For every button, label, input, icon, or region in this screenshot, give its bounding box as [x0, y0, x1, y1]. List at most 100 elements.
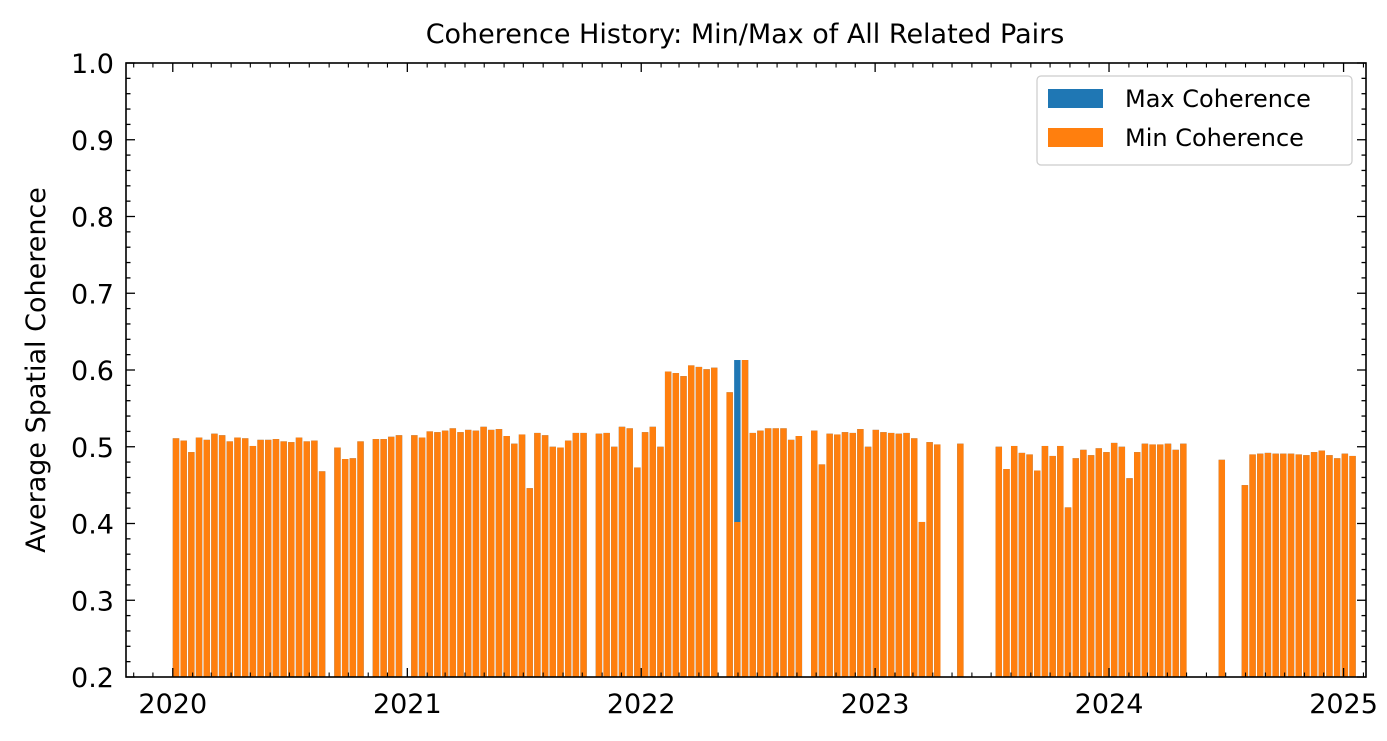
min-coherence-bar — [911, 438, 918, 677]
min-coherence-bar — [795, 436, 803, 677]
min-coherence-bar — [188, 452, 195, 677]
min-coherence-bar — [688, 365, 695, 677]
min-coherence-bar — [372, 439, 380, 677]
y-tick-labels: 0.2 0.3 0.4 0.5 0.6 0.7 0.8 0.9 1.0 — [71, 49, 114, 694]
min-coherence-bar — [826, 433, 833, 677]
min-coherence-bars — [172, 360, 1356, 678]
y-tick-label: 0.9 — [71, 126, 114, 157]
min-coherence-bar — [1264, 452, 1272, 677]
min-coherence-bar — [1072, 458, 1079, 677]
min-coherence-bar — [541, 435, 549, 677]
min-coherence-bar — [234, 437, 241, 677]
min-coherence-bar — [618, 426, 626, 677]
min-coherence-bar — [1249, 454, 1256, 677]
min-coherence-bar — [1172, 449, 1179, 677]
min-coherence-bar — [903, 432, 910, 677]
legend-label-max: Max Coherence — [1125, 85, 1311, 113]
y-tick-label: 1.0 — [71, 49, 114, 80]
min-coherence-bar — [249, 445, 257, 677]
min-coherence-bar — [772, 428, 779, 677]
min-coherence-bar — [288, 442, 295, 677]
min-coherence-bar — [1103, 452, 1110, 677]
min-coherence-bar — [503, 436, 510, 677]
min-coherence-bar — [726, 392, 733, 677]
min-coherence-bar — [1018, 452, 1026, 677]
min-coherence-bar — [564, 440, 572, 677]
min-coherence-bar — [1341, 453, 1349, 677]
min-coherence-bar — [872, 429, 879, 677]
min-coherence-bar — [557, 447, 564, 677]
min-coherence-bar — [1241, 485, 1249, 678]
min-coherence-bar — [749, 432, 756, 677]
min-coherence-bar — [457, 432, 464, 677]
legend: Max Coherence Min Coherence — [1036, 75, 1353, 166]
min-coherence-bar — [1049, 455, 1056, 677]
y-tick-label: 0.4 — [71, 510, 114, 541]
min-coherence-bar — [657, 446, 664, 677]
min-coherence-bar — [703, 369, 710, 677]
min-coherence-bar — [1126, 478, 1133, 677]
min-coherence-bar — [526, 488, 533, 677]
min-coherence-bar — [1118, 446, 1126, 677]
min-coherence-bar — [1257, 453, 1264, 677]
min-coherence-bar — [480, 426, 487, 677]
min-coherence-bar — [957, 443, 964, 677]
min-coherence-bar — [841, 432, 849, 677]
min-coherence-bar — [257, 439, 264, 677]
min-coherence-bar — [418, 437, 426, 677]
min-coherence-bar — [880, 432, 887, 677]
y-tick-label: 0.3 — [71, 586, 114, 617]
x-tick-label: 2022 — [607, 689, 676, 720]
min-coherence-bar — [1003, 469, 1010, 677]
min-coherence-bar — [849, 432, 856, 677]
min-coherence-bar — [395, 435, 403, 677]
legend-box — [1036, 75, 1353, 166]
min-coherence-bar — [495, 429, 503, 677]
min-coherence-bar — [811, 430, 818, 677]
min-coherence-bar — [1057, 445, 1064, 677]
min-coherence-bar — [349, 458, 357, 677]
min-coherence-bar — [1280, 453, 1287, 677]
min-coherence-bar — [918, 521, 926, 677]
min-coherence-bar — [295, 437, 303, 677]
min-coherence-bar — [1180, 443, 1187, 677]
min-coherence-bar — [787, 439, 795, 677]
min-coherence-bar — [218, 435, 226, 677]
min-coherence-bar — [1318, 450, 1325, 677]
min-coherence-bar — [357, 441, 364, 677]
min-coherence-bar — [380, 439, 387, 677]
min-coherence-bar — [672, 373, 680, 677]
min-coherence-bar — [388, 436, 395, 677]
min-coherence-bar — [711, 367, 718, 677]
min-coherence-bar — [318, 471, 326, 677]
min-coherence-bar — [303, 441, 310, 677]
min-coherence-bar — [1149, 444, 1156, 677]
min-coherence-bar — [1303, 455, 1310, 677]
max-coherence-bar — [734, 360, 741, 677]
min-coherence-bar — [695, 366, 703, 677]
min-coherence-bar — [272, 439, 280, 677]
min-coherence-bar — [472, 430, 480, 677]
min-coherence-bar — [780, 428, 787, 677]
min-coherence-bar — [341, 459, 349, 677]
min-coherence-bar — [741, 360, 749, 677]
min-coherence-bar — [1010, 445, 1018, 677]
min-coherence-bar — [449, 428, 457, 677]
min-coherence-bar — [764, 428, 772, 677]
x-tick-label: 2024 — [1075, 689, 1144, 720]
min-coherence-bar — [172, 438, 180, 677]
min-coherence-bar — [434, 432, 441, 677]
y-tick-label: 0.5 — [71, 433, 114, 464]
min-coherence-bar — [1295, 454, 1302, 677]
min-coherence-bar — [1310, 452, 1318, 677]
legend-swatch-min — [1048, 128, 1103, 147]
min-coherence-bar — [1134, 452, 1141, 677]
min-coherence-bar — [241, 438, 249, 677]
min-coherence-bar — [195, 437, 203, 677]
min-coherence-bar — [857, 429, 864, 677]
min-coherence-bar — [211, 433, 218, 677]
chart-title: Coherence History: Min/Max of All Relate… — [426, 19, 1065, 50]
min-coherence-bar — [518, 434, 526, 677]
y-tick-label: 0.2 — [71, 663, 114, 694]
